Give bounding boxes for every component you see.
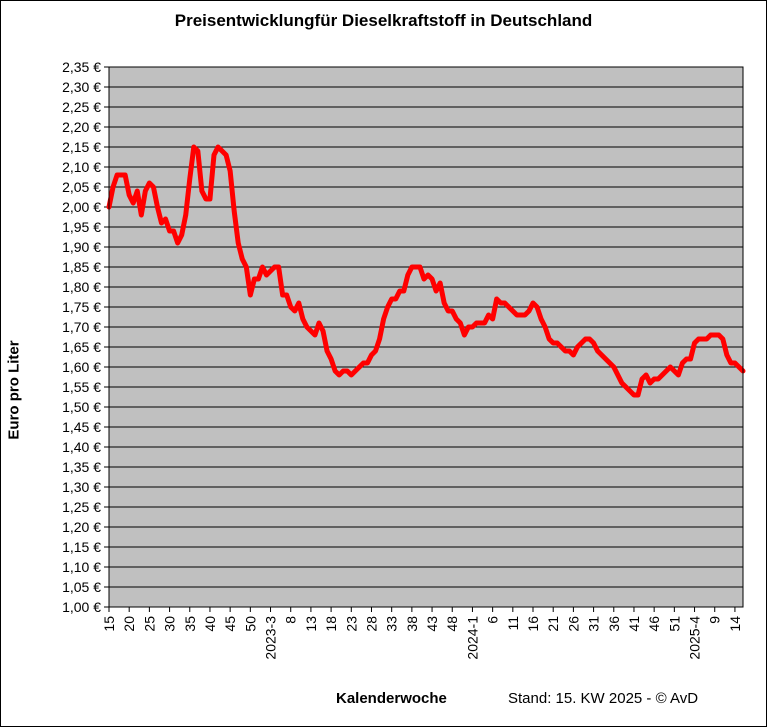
x-tick-label: 2024-1 — [464, 616, 480, 660]
y-tick-label: 2,05 € — [62, 179, 101, 195]
x-tick-label: 15 — [101, 616, 117, 632]
x-axis-label: Kalenderwoche — [336, 690, 447, 707]
x-tick-label: 36 — [606, 616, 622, 632]
x-tick-label: 14 — [727, 616, 743, 632]
x-tick-label: 26 — [565, 616, 581, 632]
x-tick-label: 30 — [162, 616, 178, 632]
y-tick-label: 1,90 € — [62, 239, 101, 255]
x-tick-label: 45 — [222, 616, 238, 632]
y-tick-label: 2,10 € — [62, 159, 101, 175]
y-tick-label: 1,45 € — [62, 419, 101, 435]
x-tick-label: 35 — [182, 616, 198, 632]
chart-title: Preisentwicklungfür Dieselkraftstoff in … — [174, 11, 593, 30]
y-tick-label: 1,10 € — [62, 559, 101, 575]
x-tick-label: 38 — [404, 616, 420, 632]
y-tick-label: 1,85 € — [62, 259, 101, 275]
y-tick-label: 1,00 € — [62, 599, 101, 615]
x-tick-label: 43 — [424, 616, 440, 632]
x-tick-label: 18 — [323, 616, 339, 632]
series-line — [106, 144, 746, 398]
y-tick-label: 1,55 € — [62, 379, 101, 395]
y-tick-label: 1,30 € — [62, 479, 101, 495]
plot-area — [109, 67, 743, 607]
x-tick-label: 50 — [242, 616, 258, 632]
y-tick-label: 1,75 € — [62, 299, 101, 315]
y-tick-label: 1,35 € — [62, 459, 101, 475]
x-tick-label: 2023-3 — [263, 616, 279, 660]
x-tick-label: 16 — [525, 616, 541, 632]
x-tick-label: 2025-4 — [687, 616, 703, 660]
y-tick-label: 1,95 € — [62, 219, 101, 235]
x-tick-label: 40 — [202, 616, 218, 632]
x-tick-label: 41 — [626, 616, 642, 632]
series-group — [106, 144, 746, 398]
y-tick-label: 1,70 € — [62, 319, 101, 335]
x-tick-label: 6 — [485, 616, 501, 624]
x-tick-label: 28 — [363, 616, 379, 632]
y-tick-label: 2,25 € — [62, 99, 101, 115]
x-tick-label: 31 — [586, 616, 602, 632]
x-tick-label: 51 — [666, 616, 682, 632]
plot-border — [108, 66, 744, 608]
stand-note: Stand: 15. KW 2025 - © AvD — [508, 690, 699, 707]
x-tick-label: 48 — [444, 616, 460, 632]
x-tick-label: 23 — [343, 616, 359, 632]
y-tick-label: 2,00 € — [62, 199, 101, 215]
x-tick-label: 25 — [141, 616, 157, 632]
x-tick-label: 9 — [707, 616, 723, 624]
x-tick-label: 8 — [283, 616, 299, 624]
x-tick-label: 13 — [303, 616, 319, 632]
x-tick-label: 33 — [384, 616, 400, 632]
y-tick-label: 1,05 € — [62, 579, 101, 595]
y-tick-label: 1,25 € — [62, 499, 101, 515]
y-tick-label: 1,60 € — [62, 359, 101, 375]
y-tick-label: 1,80 € — [62, 279, 101, 295]
x-tick-label: 20 — [121, 616, 137, 632]
y-tick-label: 2,20 € — [62, 119, 101, 135]
x-ticks: 15 20 25 30 35 40 45 50 2023-3 8 13 18 23 28 33 38 43 48 2… — [101, 607, 743, 660]
y-tick-label: 1,40 € — [62, 439, 101, 455]
y-tick-labels: 1,00 € 1,05 € 1,10 € 1,15 € 1,20 € 1,25 € 1,30… — [62, 59, 109, 615]
y-tick-label: 1,20 € — [62, 519, 101, 535]
x-tick-label: 21 — [545, 616, 561, 632]
y-tick-label: 1,50 € — [62, 399, 101, 415]
y-tick-label: 2,30 € — [62, 79, 101, 95]
y-tick-label: 1,15 € — [62, 539, 101, 555]
y-tick-label: 2,15 € — [62, 139, 101, 155]
x-tick-label: 11 — [505, 616, 521, 631]
y-tick-label: 1,65 € — [62, 339, 101, 355]
x-tick-label: 46 — [646, 616, 662, 632]
y-tick-label: 2,35 € — [62, 59, 101, 75]
